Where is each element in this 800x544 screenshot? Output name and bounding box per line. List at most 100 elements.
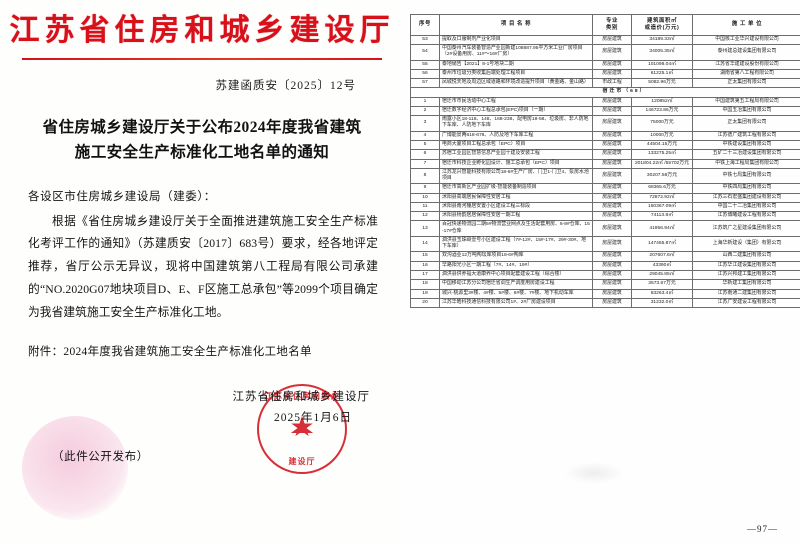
cell-area-or-cost: 43390㎡ — [631, 260, 693, 271]
cell-project-name: 苏宿工业园区智慧信息产业园十建及安装工程 — [439, 149, 593, 160]
cell-construction-unit: 华新建工集团有限公司 — [692, 279, 800, 290]
table-row: 17 泗洪县供养福大道康养中心项目配套建设工程（综合楼） 房屋建筑 29045.85㎡… — [410, 269, 800, 281]
cell-project-type: 房屋建筑 — [592, 105, 632, 117]
cell-project-name: 宿迁市市民活动中心工程 — [439, 96, 593, 107]
cell-project-type: 房屋建筑 — [592, 139, 632, 151]
cell-project-type: 房屋建筑 — [592, 183, 632, 194]
col-header-type-line-1: 专业 — [606, 18, 618, 24]
cell-project-type: 房屋建筑 — [592, 167, 632, 185]
cell-construction-unit: 中铁建设集团有限公司 — [692, 139, 800, 151]
cell-project-type: 房屋建筑 — [592, 149, 632, 160]
cell-seq: 13 — [410, 220, 440, 237]
cell-seq: 7 — [410, 158, 440, 169]
cell-project-type: 房屋建筑 — [592, 130, 632, 142]
cell-project-type: 房屋建筑 — [592, 220, 632, 237]
cell-area-or-cost: 120852㎡ — [631, 96, 693, 107]
table-row: 19 城兴·桃源里3#楼、4#楼、5#楼、6#楼、7#楼、地下机动车库 房屋建筑 83… — [410, 288, 800, 299]
cell-construction-unit: 江苏筑广之星建设集团有限公司 — [692, 220, 800, 237]
cell-construction-unit: 江苏兴邦建工集团有限公司 — [692, 269, 800, 281]
cell-project-type: 房屋建筑 — [592, 260, 632, 271]
cell-project-name: 泰州市垃圾分类收集后端处理工程项目 — [439, 68, 593, 80]
col-header-area-line-1: 建筑面积㎡ — [647, 18, 677, 24]
cell-area-or-cost: 68365.6万元 — [631, 183, 693, 194]
cell-seq: 5 — [410, 139, 440, 151]
cell-area-or-cost: 75000万元 — [631, 115, 693, 132]
cell-area-or-cost: 31232.0㎡ — [631, 297, 693, 309]
cell-seq: 15 — [410, 251, 440, 262]
notice-title: 省住房城乡建设厅关于公布2024年度我省建筑 施工安全生产标准化工地名单的通知 — [0, 115, 404, 166]
cell-project-type: 房屋建筑 — [592, 297, 632, 309]
table-row: 12 沭阳县杨韵居居保障性安居一期工程 房屋建筑 74113.8㎡ 江苏博曦建设工程有限… — [410, 211, 800, 222]
cell-area-or-cost: 74113.8㎡ — [631, 211, 693, 222]
cell-project-name: 中国泰州汽车装备智造产业园新建108887.95平方米工业厂房项目（2#设备用房… — [439, 44, 593, 61]
col-header-name: 项 目 名 称 — [439, 14, 593, 36]
cell-seq: 18 — [410, 279, 440, 290]
table-row: 57 凤城悦天地及周边区域道路和环境改造提升项目（黄金路、金山路） 市政工程 5082… — [410, 78, 800, 89]
cell-seq: 1 — [410, 96, 440, 107]
cell-project-type: 房屋建筑 — [592, 34, 632, 46]
table-row: 13 百冠快递物流园二期5#物流营业网点及生活配套用房、6-8#仓库、15-17#… — [410, 220, 800, 237]
cell-seq: 4 — [410, 130, 440, 142]
table-row: 5 电商大厦项目工程总承包（EPC）项目 房屋建筑 44504.15万元 中铁建设集团有… — [410, 139, 800, 151]
table-row: 56 泰州市垃圾分类收集后端处理工程项目 房屋建筑 61225.1㎡ 湖南省第八工程有限… — [410, 68, 800, 80]
cell-area-or-cost: 207607.6㎡ — [631, 251, 693, 262]
col-header-unit: 施 工 单 位 — [692, 14, 800, 36]
table-row: 2 宿迁数字经济中心工程总承包(EPC)项目（一期） 房屋建筑 146723.86万元… — [410, 105, 800, 117]
cell-project-type: 房屋建筑 — [592, 96, 632, 107]
document-number: 苏建函质安〔2025〕12号 — [215, 79, 356, 92]
salutation: 各设区市住房城乡建设局（建委）： — [28, 190, 216, 203]
cell-project-name: 沭阳县杨韵居居保障性安居一期工程 — [439, 211, 593, 222]
cell-project-name: 电商大厦项目工程总承包（EPC）项目 — [439, 139, 593, 151]
table-row: 3 雨露小区18-118、148、168-238、配电房18-58、垃圾房、非人防… — [410, 115, 800, 132]
col-header-area-line-2: 或造价(万元) — [644, 24, 680, 31]
cell-construction-unit: 江苏南通二建集团有限公司 — [692, 288, 800, 299]
attachment-table-page: 序号 项 目 名 称 专业 类别 建筑面积㎡ 或造价(万元) 施 工 单 位 项… — [404, 0, 800, 544]
notice-title-line-2: 施工安全生产标准化工地名单的通知 — [74, 144, 330, 162]
cell-construction-unit: 正太集团有限公司 — [692, 78, 800, 89]
issuing-authority-title: 江苏省住房和城乡建设厅 — [9, 13, 395, 48]
cell-project-name: 江苏龙兴智能科技有限公司18-6#生产厂房、门卫1-门卫4、泵房水池项目 — [439, 167, 593, 185]
cell-project-name: 沭阳县高端居民保障性安居工程 — [439, 192, 593, 203]
table-row: 9 宿迁市高新区产业园扩级-智能装备制造项目 房屋建筑 68365.6万元 中铁四局集团… — [410, 183, 800, 194]
letterhead: 江苏省住房和城乡建设厅 — [0, 0, 404, 60]
cell-project-type: 房屋建筑 — [592, 44, 632, 61]
cell-construction-unit: 泰州建总建设集团有限公司 — [692, 44, 800, 61]
cell-area-or-cost: 30207.58万元 — [631, 167, 693, 185]
public-release-note: （此件公开发布） — [52, 451, 149, 463]
cell-project-name: 泰地储告【2021】8-1号地块二期 — [439, 59, 593, 70]
table-row: 10 沭阳县高端居民保障性安居工程 房屋建筑 72872.92㎡ 江苏三石宏盛集团建设有… — [410, 192, 800, 203]
cell-project-name: 城兴·桃源里3#楼、4#楼、5#楼、6#楼、7#楼、地下机动车库 — [439, 288, 593, 299]
table-row: 8 江苏龙兴智能科技有限公司18-6#生产厂房、门卫1-门卫4、泵房水池项目 房屋建… — [410, 167, 800, 185]
table-row: 53 提取及口服制剂产业化项目 房屋建筑 34189.33㎡ 中国核工业华兴建设有限公司… — [410, 34, 800, 46]
scan-smudge — [564, 462, 624, 484]
cell-seq: 11 — [410, 201, 440, 213]
cell-seq: 2 — [410, 105, 440, 117]
cell-seq: 53 — [410, 34, 440, 46]
seal-bottom-text: 建设厅 — [288, 457, 316, 466]
notice-body: 根据《省住房城乡建设厅关于全面推进建筑施工安全生产标准化考评工作的通知》（苏建质… — [28, 214, 378, 319]
cell-construction-unit: 江苏省华建建设股份有限公司 — [692, 59, 800, 70]
col-header-seq: 序号 — [410, 14, 440, 36]
cell-project-type: 房屋建筑 — [592, 68, 632, 80]
table-body-continued: 53 提取及口服制剂产业化项目 房屋建筑 34189.33㎡ 中国核工业华兴建设有限公司… — [410, 34, 800, 89]
cell-area-or-cost: 44504.15万元 — [631, 139, 693, 151]
cell-project-name: 沭阳县南河棚居安置小区建设工程三标段 — [439, 201, 593, 213]
cell-seq: 6 — [410, 149, 440, 160]
cell-project-name: 百冠快递物流园二期5#物流营业网点及生活配套用房、6-8#仓库、15-17#仓库 — [439, 220, 593, 237]
scan-ink-blob — [22, 416, 128, 520]
cell-project-type: 房屋建筑 — [592, 269, 632, 281]
cell-project-name: 双沟酒业12万吨陶坛库项目18-6#陶库 — [439, 251, 593, 262]
cell-area-or-cost: 61225.1㎡ — [631, 68, 693, 80]
cell-seq: 56 — [410, 68, 440, 80]
cell-project-type: 房屋建筑 — [592, 235, 632, 253]
cell-area-or-cost: 133275.25㎡ — [631, 149, 693, 160]
cell-project-name: 宿迁数字经济中心工程总承包(EPC)项目（一期） — [439, 105, 593, 117]
cell-area-or-cost: 34005.35㎡ — [631, 44, 693, 61]
section-header-row: 宿迁市（68） — [410, 87, 800, 98]
signature-block: 江苏省住房和城乡建设厅 2025年1月6日 — [0, 385, 404, 425]
cell-seq: 8 — [410, 167, 440, 185]
cell-project-name: 宿迁市科技企业孵化园设计、施工总承包（EPC）项目 — [439, 158, 593, 169]
cell-project-type: 房屋建筑 — [592, 201, 632, 213]
